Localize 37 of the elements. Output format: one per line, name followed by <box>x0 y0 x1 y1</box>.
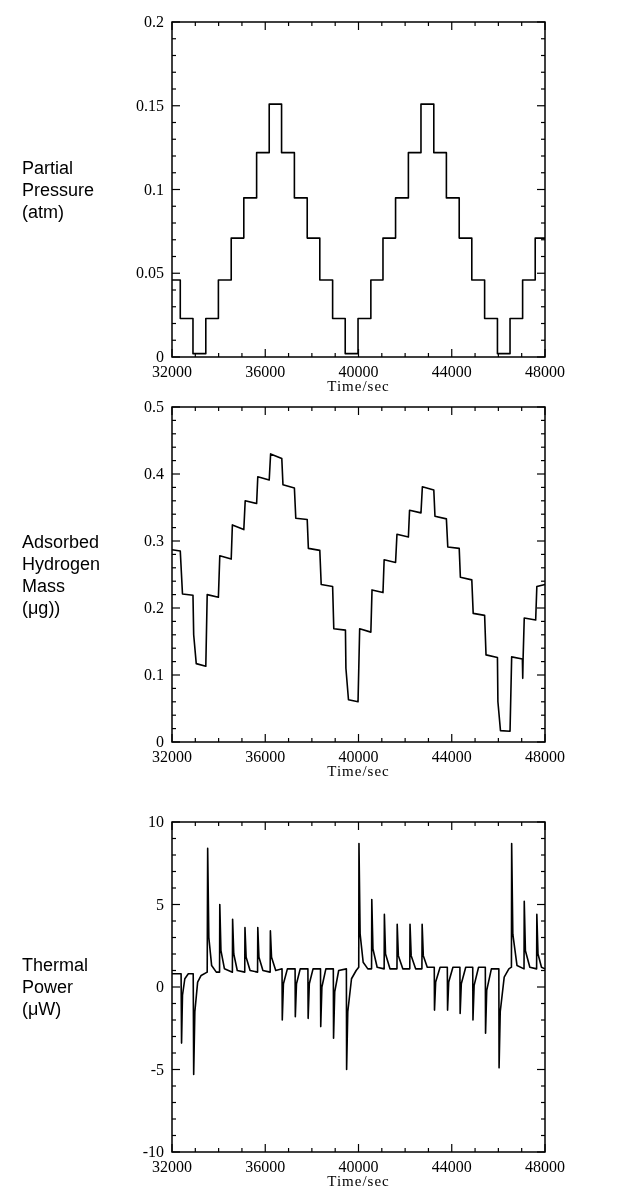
y-tick-label: -10 <box>142 1143 164 1160</box>
y-tick-label: 0 <box>156 733 164 750</box>
y-tick-label: 10 <box>148 813 164 830</box>
y-axis-title: Thermal Power (μW) <box>22 955 89 1019</box>
x-tick-label: 44000 <box>431 748 472 765</box>
x-tick-label: 40000 <box>338 363 379 380</box>
x-tick-label: 32000 <box>152 1158 192 1175</box>
x-tick-label: 44000 <box>431 1158 472 1175</box>
y-tick-label: 0.15 <box>136 96 164 114</box>
x-tick-label: 48000 <box>525 1158 565 1175</box>
y-tick-label: 0.05 <box>136 264 164 282</box>
y-tick-label: 0.1 <box>144 180 164 198</box>
x-tick-label: 36000 <box>245 1158 286 1175</box>
y-tick-label: 0.4 <box>144 465 164 482</box>
y-tick-label: 0 <box>156 348 164 365</box>
x-tick-label: 32000 <box>152 748 192 765</box>
x-axis-title: Time/sec <box>327 1173 390 1189</box>
y-tick-label: -5 <box>150 1060 164 1078</box>
x-tick-label: 36000 <box>245 363 286 380</box>
y-axis-title: Partial Pressure (atm) <box>22 157 95 222</box>
y-tick-label: 0 <box>156 978 164 995</box>
x-axis-title: Time/sec <box>327 378 390 394</box>
x-tick-label: 48000 <box>525 363 565 380</box>
y-tick-label: 0.2 <box>144 599 164 616</box>
y-axis-title: Adsorbed Hydrogen Mass (μg)) <box>22 531 101 618</box>
y-tick-label: 5 <box>156 895 164 913</box>
y-tick-label: 0.3 <box>144 532 164 549</box>
x-axis-title: Time/sec <box>327 763 390 779</box>
y-tick-label: 0.1 <box>144 666 164 683</box>
x-tick-label: 48000 <box>525 748 565 765</box>
x-tick-label: 40000 <box>338 748 379 765</box>
x-tick-label: 44000 <box>431 363 472 380</box>
x-tick-label: 32000 <box>152 363 192 380</box>
y-tick-label: 0.5 <box>144 398 164 415</box>
y-tick-label: 0.2 <box>144 13 164 30</box>
x-tick-label: 40000 <box>338 1158 379 1175</box>
x-tick-label: 36000 <box>245 748 286 765</box>
